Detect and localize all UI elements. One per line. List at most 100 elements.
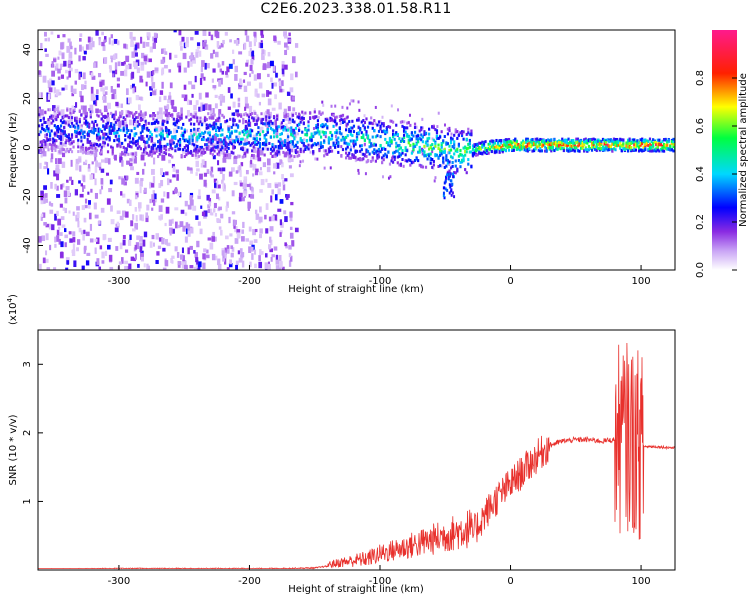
heatmap-cell [153,151,157,155]
heatmap-cell [504,144,507,148]
heatmap-cell [189,195,193,200]
heatmap-cell [68,60,71,65]
heatmap-cell [41,123,44,127]
heatmap-cell [373,119,376,123]
heatmap-cell [222,142,226,146]
heatmap-cell [253,239,258,243]
heatmap-cell [249,261,252,268]
heatmap-cell [68,210,71,214]
heatmap-cell [314,157,317,161]
heatmap-cell [352,124,356,128]
heatmap-cell [266,109,270,115]
heatmap-cell [53,87,56,94]
heatmap-cell [78,180,81,184]
heatmap-cell [298,129,301,133]
heatmap-cell [182,122,185,126]
heatmap-cell [50,129,53,133]
heatmap-cell [625,141,628,145]
heatmap-cell [280,132,283,136]
heatmap-cell [304,133,307,137]
heatmap-cell [630,149,633,153]
heatmap-cell [158,146,161,150]
heatmap-cell [412,148,415,152]
heatmap-cell [297,132,300,136]
heatmap-cell [284,117,288,121]
heatmap-cell [634,145,637,149]
heatmap-cell [206,194,210,201]
heatmap-cell [293,137,296,141]
heatmap-cell [308,111,312,115]
heatmap-cell [167,148,171,152]
heatmap-cell [338,114,341,118]
heatmap-cell [255,142,258,146]
bottom-y-ticks: 123 [22,361,43,505]
heatmap-cell [92,131,96,135]
heatmap-cell [573,141,576,145]
heatmap-cell [316,141,320,145]
heatmap-cell [216,193,219,200]
heatmap-cell [437,164,440,168]
heatmap-cell [61,116,64,120]
heatmap-cell [443,147,446,151]
heatmap-cell [233,39,238,44]
heatmap-cell [80,145,83,149]
heatmap-cell [244,142,247,146]
heatmap-cell [64,234,68,239]
heatmap-cell [86,132,89,136]
heatmap-cell [658,138,661,142]
heatmap-cell [215,145,218,149]
heatmap-cell [366,149,370,153]
heatmap-cell [501,144,504,148]
heatmap-cell [164,222,167,227]
heatmap-cell [265,228,269,234]
heatmap-cell [129,31,133,39]
heatmap-cell [242,146,246,153]
heatmap-cell [540,144,544,148]
heatmap-cell [426,139,429,143]
heatmap-cell [172,117,175,121]
heatmap-cell [230,125,233,129]
heatmap-cell [370,121,373,125]
heatmap-cell [312,150,315,154]
heatmap-cell [265,115,268,119]
heatmap-cell [221,128,224,132]
heatmap-cell [611,142,614,146]
heatmap-cell [106,112,110,116]
heatmap-cell [108,188,113,193]
heatmap-cell [349,126,352,130]
heatmap-cell [254,88,258,93]
heatmap-cell [232,49,235,54]
heatmap-cell [332,143,335,147]
heatmap-cell [202,104,206,111]
heatmap-cell [387,141,390,145]
heatmap-cell [216,145,219,149]
heatmap-cell [452,175,455,179]
heatmap-cell [583,140,586,144]
heatmap-cell [48,223,53,230]
heatmap-cell [47,118,50,122]
heatmap-cell [229,153,232,157]
heatmap-cell [271,143,274,147]
heatmap-cell [210,113,213,117]
heatmap-cell [420,126,423,130]
heatmap-cell [669,144,672,148]
heatmap-cell [70,135,74,139]
heatmap-cell [216,117,220,122]
heatmap-cell [346,115,349,119]
heatmap-cell [206,62,210,69]
heatmap-cell [437,143,440,147]
heatmap-cell [457,154,460,158]
heatmap-cell [259,206,262,213]
heatmap-cell [39,61,43,67]
heatmap-cell [617,143,620,147]
heatmap-cell [114,120,117,124]
heatmap-cell [359,149,362,153]
heatmap-cell [67,150,70,154]
heatmap-cell [76,206,80,211]
heatmap-cell [96,258,100,265]
heatmap-cell [382,129,385,133]
heatmap-cell [407,141,410,145]
heatmap-cell [150,183,155,188]
heatmap-cell [51,224,55,231]
